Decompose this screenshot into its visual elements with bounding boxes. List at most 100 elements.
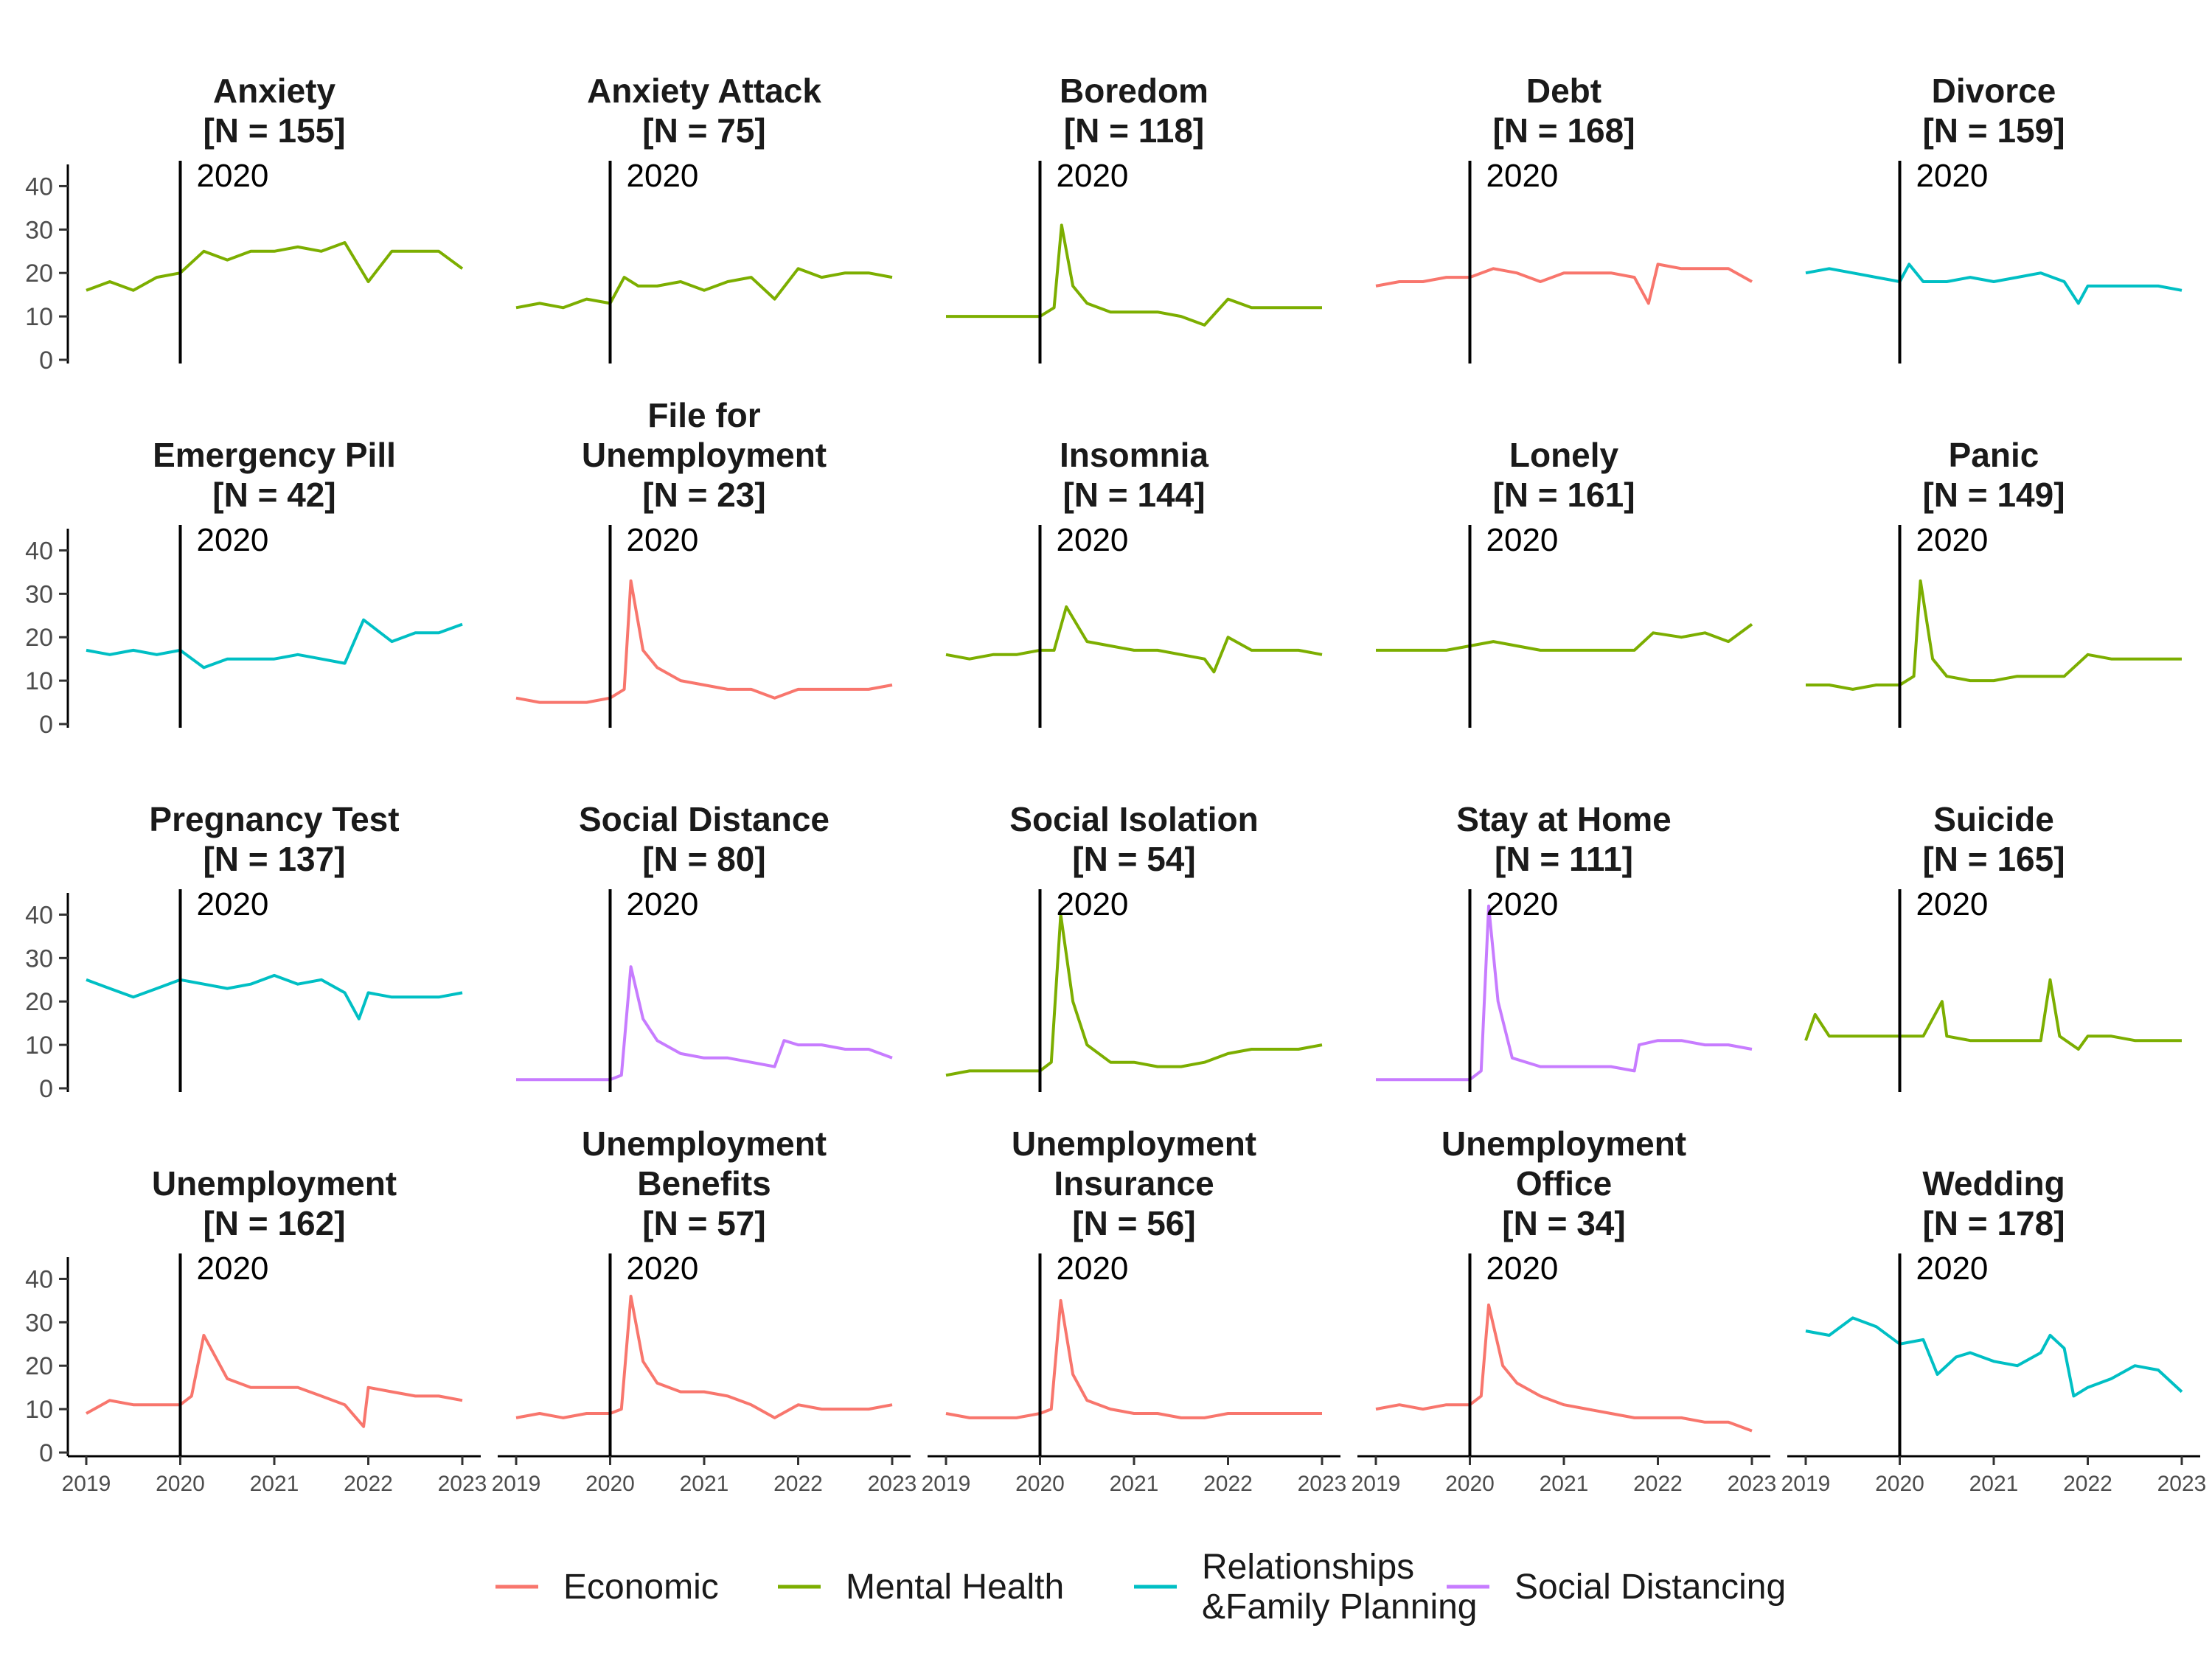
panel-title: Unemployment Benefits [N = 57] [582,1124,827,1242]
y-tick-label: 30 [25,945,53,973]
panel-title: Insomnia [N = 144] [1060,436,1208,514]
y-tick-label: 40 [25,1265,53,1293]
x-tick-label: 2020 [156,1472,205,1496]
y-tick-label: 40 [25,173,53,201]
x-tick-label: 2023 [1728,1472,1777,1496]
reference-line-label: 2020 [197,1251,269,1287]
x-tick-label: 2022 [2063,1472,2112,1496]
panel-title: Social Isolation [N = 54] [1009,800,1258,878]
y-tick-label: 20 [25,988,53,1016]
series-line [86,241,464,292]
y-tick-label: 20 [25,260,53,288]
x-tick-label: 2022 [773,1472,823,1496]
panel: Emergency Pill [N = 42] 0 10 20 30 40 2020 [25,436,463,739]
y-tick-label: 10 [25,1032,53,1060]
panel: Social Distance [N = 80] 2020 [516,800,893,1092]
panel: Debt [N = 168] 2020 [1375,72,1753,364]
x-tick-label: 2021 [1969,1472,2019,1496]
x-tick-label: 2022 [1203,1472,1253,1496]
reference-line-label: 2020 [1057,886,1129,922]
panel-title: Unemployment Office [N = 34] [1441,1124,1686,1242]
panel: Anxiety [N = 155] 0 10 20 30 40 2020 [25,72,464,375]
panel: File for Unemployment [N = 23] 2020 [515,396,893,728]
legend-label: Social Distancing [1514,1568,1786,1607]
y-tick-label: 30 [25,580,53,608]
series-line [1375,1303,1753,1433]
series-line [515,579,893,704]
legend-item: Economic [495,1568,719,1607]
x-tick-label: 2021 [1110,1472,1159,1496]
x-tick-label: 2021 [250,1472,299,1496]
legend-item: Mental Health [778,1568,1064,1607]
x-tick-label: 2019 [62,1472,111,1496]
x-tick-label: 2019 [922,1472,971,1496]
reference-line-label: 2020 [1057,522,1129,558]
x-tick-label: 2023 [438,1472,487,1496]
panel: Social Isolation [N = 54] 2020 [945,800,1323,1092]
series-line [515,1295,893,1419]
panel: Insomnia [N = 144] 2020 [945,436,1323,728]
x-tick-label: 2020 [585,1472,635,1496]
series-line [86,973,463,1020]
panel: Unemployment Insurance [N = 56] 2019 2020 202… [922,1124,1347,1496]
legend-label: Economic [563,1568,719,1607]
x-tick-label: 2022 [344,1472,393,1496]
series-line [516,965,893,1082]
y-tick-label: 30 [25,216,53,244]
reference-line-label: 2020 [1486,158,1559,194]
series-line [1375,262,1753,305]
x-tick-label: 2019 [1781,1472,1831,1496]
x-tick-label: 2021 [680,1472,729,1496]
panel: Boredom [N = 118] 2020 [946,72,1322,364]
series-line [1804,978,2182,1051]
reference-line-label: 2020 [197,522,269,558]
panel-title: Divorce [N = 159] [1922,72,2065,150]
series-line [1376,904,1753,1082]
y-tick-label: 10 [25,667,53,695]
reference-line-label: 2020 [627,1251,699,1287]
reference-line-label: 2020 [197,886,269,922]
panel: Anxiety Attack [N = 75] 2020 [515,72,893,364]
panel: Suicide [N = 165] 2020 [1804,800,2182,1092]
y-tick-label: 40 [25,901,53,929]
panel-title: Debt [N = 168] [1492,72,1635,150]
panel-title: File for Unemployment [N = 23] [582,396,827,514]
y-tick-label: 0 [39,711,53,739]
y-tick-label: 0 [39,1439,53,1467]
x-tick-label: 2021 [1540,1472,1589,1496]
x-tick-label: 2020 [1875,1472,1924,1496]
series-line [946,223,1322,327]
series-line [945,913,1323,1077]
panel: Lonely [N = 161] 2020 [1376,436,1753,728]
panel-title: Unemployment [N = 162] [152,1164,397,1242]
series-line [515,267,893,310]
legend-label: Relationships &Family Planning [1202,1548,1478,1627]
panel: Unemployment [N = 162] 0 10 20 30 40 2019 2020 20… [25,1164,487,1496]
x-tick-label: 2023 [1298,1472,1347,1496]
x-tick-label: 2020 [1015,1472,1065,1496]
y-tick-label: 20 [25,1352,53,1380]
series-line [1805,1316,2183,1398]
y-tick-label: 40 [25,537,53,565]
reference-line-label: 2020 [1916,1251,1989,1287]
panel-title: Unemployment Insurance [N = 56] [1012,1124,1256,1242]
x-tick-label: 2023 [868,1472,917,1496]
reference-line-label: 2020 [627,886,699,922]
x-tick-label: 2019 [1352,1472,1401,1496]
reference-line-label: 2020 [197,158,269,194]
panel-title: Lonely [N = 161] [1492,436,1635,514]
legend: Economic Mental Health Relationships &Famil… [495,1548,1786,1627]
series-line [945,605,1323,674]
x-tick-label: 2022 [1633,1472,1683,1496]
x-tick-label: 2019 [492,1472,541,1496]
panel-title: Suicide [N = 165] [1922,800,2065,878]
reference-line-label: 2020 [1486,886,1559,922]
reference-line-label: 2020 [1057,158,1129,194]
y-tick-label: 20 [25,624,53,652]
panel-title: Pregnancy Test [N = 137] [149,800,399,878]
reference-line-label: 2020 [1057,1251,1129,1287]
panel-title: Anxiety Attack [N = 75] [587,72,821,150]
series-line [86,618,463,669]
panel-title: Wedding [N = 178] [1922,1164,2065,1242]
